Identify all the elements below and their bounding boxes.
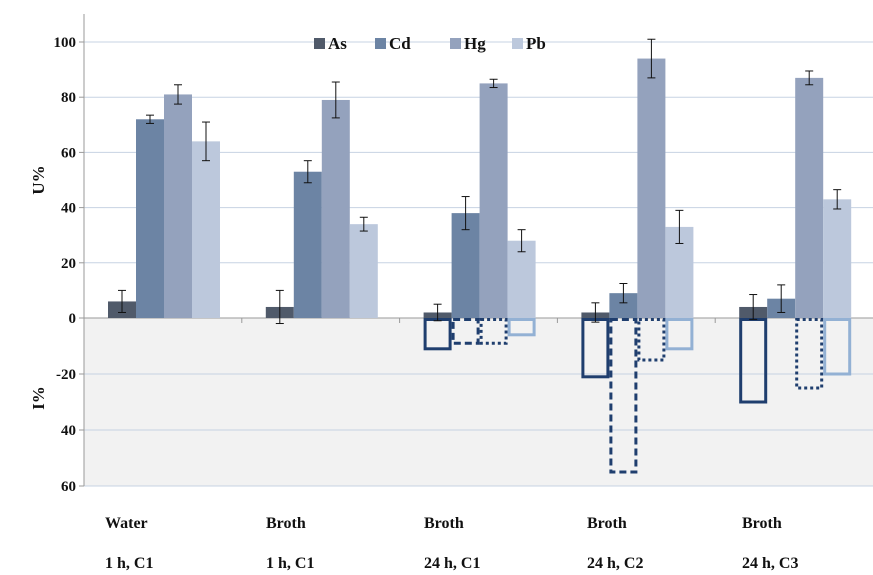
legend-swatch-pb <box>512 38 523 49</box>
bar-u-hg <box>795 77 824 318</box>
bar-u-pb <box>507 240 536 318</box>
legend-swatch-hg <box>450 38 461 49</box>
bar-u-cd <box>136 119 164 318</box>
category-label-line1: Broth <box>424 515 464 532</box>
bar-u-pb <box>823 199 852 318</box>
legend-label-as: As <box>328 34 347 53</box>
bar-i-hg <box>479 318 508 345</box>
category-label-line2: 24 h, C2 <box>587 555 643 572</box>
y-tick-label: 100 <box>54 35 77 51</box>
legend: As Cd Hg Pb <box>314 34 546 53</box>
bar-i-pb <box>823 318 852 376</box>
y-tick-labels: 100 80 60 40 20 0 -20 40 60 <box>54 35 77 495</box>
bar-u-hg <box>321 99 350 319</box>
bar-u-pb <box>192 141 220 318</box>
bar-i-pb <box>665 318 694 351</box>
error-bars <box>118 38 842 325</box>
legend-swatch-cd <box>375 38 386 49</box>
bar-i-cd <box>451 318 480 345</box>
bar-u-cd <box>451 213 480 318</box>
y-tick-label: -20 <box>56 367 76 383</box>
bar-i-cd <box>609 318 638 474</box>
bar-i-hg <box>637 318 666 362</box>
category-label-line1: Broth <box>742 515 782 532</box>
bars <box>108 58 852 474</box>
bar-u-pb <box>349 224 378 318</box>
legend-label-cd: Cd <box>389 34 411 53</box>
legend-label-hg: Hg <box>464 34 486 53</box>
category-labels: Water 1 h, C1 Broth 1 h, C1 Broth 24 h, C1 Bro… <box>105 515 798 572</box>
bar-u-cd <box>293 171 322 318</box>
y-tick-label: 0 <box>69 311 77 327</box>
bar-u-hg <box>164 94 192 318</box>
category-label-line2: 24 h, C3 <box>742 555 798 572</box>
bar-u-hg <box>637 58 666 319</box>
bar-i-pb <box>507 318 536 337</box>
category-label-line1: Broth <box>266 515 306 532</box>
legend-swatch-as <box>314 38 325 49</box>
y-tick-label: 40 <box>61 201 76 217</box>
category-label-line2: 1 h, C1 <box>266 555 314 572</box>
y-tick-label: 60 <box>61 145 76 161</box>
legend-label-pb: Pb <box>526 34 546 53</box>
y-axis-title-lower: I% <box>29 386 48 410</box>
y-tick-label: 60 <box>61 479 76 495</box>
category-label-line1: Broth <box>587 515 627 532</box>
category-label-line2: 24 h, C1 <box>424 555 480 572</box>
y-tick-label: 40 <box>61 423 76 439</box>
category-label-line1: Water <box>105 515 148 532</box>
y-axis-title-upper: U% <box>29 165 48 194</box>
category-label-line2: 1 h, C1 <box>105 555 153 572</box>
bar-i-hg <box>795 318 824 390</box>
bar-u-hg <box>479 83 508 319</box>
y-tick-label: 80 <box>61 90 76 106</box>
y-tick-label: 20 <box>61 256 76 272</box>
